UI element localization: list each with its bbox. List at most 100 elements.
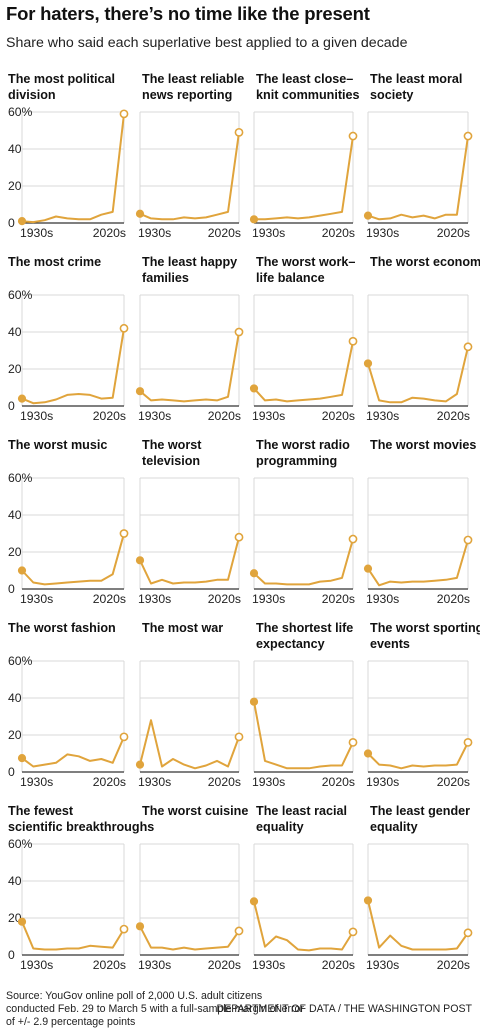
panel-3-point-first bbox=[249, 215, 259, 224]
panel-15-x-tick-last: 2020s bbox=[322, 775, 355, 789]
panel-6-point-first bbox=[135, 387, 145, 396]
panel-10-series-line bbox=[139, 536, 240, 585]
panel-12-point-first bbox=[363, 564, 373, 573]
panel-11-x-tick-first: 1930s bbox=[252, 592, 285, 606]
panel-8-point-last bbox=[463, 342, 473, 352]
panel-19-series-line bbox=[253, 901, 354, 952]
panel-2-title-line-1: The least reliable bbox=[142, 72, 244, 86]
panel-19-x-tick-last: 2020s bbox=[322, 958, 355, 972]
panel-17-y-tick-60: 60% bbox=[8, 837, 33, 851]
panel-4-point-last bbox=[463, 131, 473, 141]
panel-16-x-tick-last: 2020s bbox=[437, 775, 470, 789]
panel-12-title-line-1: The worst movies bbox=[370, 438, 476, 452]
panel-5-point-last bbox=[119, 323, 129, 333]
panel-11-title-line-2: programming bbox=[256, 454, 337, 468]
panel-10-title-line-2: television bbox=[142, 454, 200, 468]
panel-5-point-first bbox=[17, 394, 27, 403]
panel-4-x-tick-first: 1930s bbox=[366, 226, 399, 240]
panel-2-point-last bbox=[234, 127, 244, 137]
panel-12-x-tick-first: 1930s bbox=[366, 592, 399, 606]
panel-20-x-tick-last: 2020s bbox=[437, 958, 470, 972]
panel-1-y-tick-0: 0 bbox=[8, 216, 15, 230]
panel-5-title-line-1: The most crime bbox=[8, 255, 101, 269]
panel-9-series-line bbox=[21, 533, 125, 586]
panel-16-title-line-1: The worst sporting bbox=[370, 621, 480, 635]
panel-2-series-line bbox=[139, 132, 240, 221]
panel-12-series-line bbox=[367, 539, 469, 587]
panel-11-series-line bbox=[253, 538, 354, 586]
panel-3-x-tick-first: 1930s bbox=[252, 226, 285, 240]
panel-11-point-first bbox=[249, 569, 259, 578]
panel-1-y-tick-20: 20 bbox=[8, 179, 22, 193]
panel-14-point-last bbox=[234, 732, 244, 742]
panel-13-y-tick-60: 60% bbox=[8, 654, 33, 668]
panel-13-y-tick-0: 0 bbox=[8, 765, 15, 779]
panel-4-point-first bbox=[363, 211, 373, 220]
panel-1-series-line bbox=[21, 113, 125, 224]
panel-17-point-first bbox=[17, 917, 27, 926]
panel-10-point-first bbox=[135, 556, 145, 565]
panel-19-x-tick-first: 1930s bbox=[252, 958, 285, 972]
panel-8-title-line-1: The worst economy bbox=[370, 255, 480, 269]
panel-9-point-first bbox=[17, 566, 27, 575]
panel-5-x-tick-first: 1930s bbox=[20, 409, 53, 423]
panel-20-point-first bbox=[363, 896, 373, 905]
panel-3-title-line-2: knit communities bbox=[256, 88, 360, 102]
panel-18-point-last bbox=[234, 926, 244, 936]
panel-9-x-tick-first: 1930s bbox=[20, 592, 53, 606]
panel-5-y-tick-60: 60% bbox=[8, 288, 33, 302]
panel-20-point-last bbox=[463, 928, 473, 938]
panel-16-point-last bbox=[463, 738, 473, 747]
panel-17-x-tick-last: 2020s bbox=[93, 958, 126, 972]
panel-7-point-first bbox=[249, 384, 259, 393]
panel-2-title-line-2: news reporting bbox=[142, 88, 232, 102]
panel-9-point-last bbox=[119, 529, 129, 538]
panel-20-title-line-2: equality bbox=[370, 820, 418, 834]
panel-10-point-last bbox=[234, 532, 244, 542]
panel-17-x-tick-first: 1930s bbox=[20, 958, 53, 972]
panel-14-title-line-1: The most war bbox=[142, 621, 223, 635]
panel-18-title-line-1: The worst cuisine bbox=[142, 804, 248, 818]
panel-6-x-tick-last: 2020s bbox=[208, 409, 241, 423]
panel-15-title-line-1: The shortest life bbox=[256, 621, 353, 635]
panel-13-series-line bbox=[21, 736, 125, 768]
panel-4-title-line-2: society bbox=[370, 88, 413, 102]
panel-10-x-tick-first: 1930s bbox=[138, 592, 171, 606]
credit-line: DEPARTMENT OF DATA / THE WASHINGTON POST bbox=[216, 1003, 472, 1015]
panel-3-x-tick-last: 2020s bbox=[322, 226, 355, 240]
panel-17-y-tick-40: 40 bbox=[8, 874, 22, 888]
panel-15-point-last bbox=[348, 738, 358, 747]
panel-2-x-tick-first: 1930s bbox=[138, 226, 171, 240]
panel-15-point-first bbox=[249, 697, 259, 706]
panel-1-y-tick-60: 60% bbox=[8, 105, 33, 119]
page-subtitle: Share who said each superlative best app… bbox=[6, 35, 408, 51]
panel-16-title-line-2: events bbox=[370, 637, 410, 651]
panel-7-title-line-1: The worst work– bbox=[256, 255, 355, 269]
panel-19-point-last bbox=[348, 927, 358, 937]
panel-6-point-last bbox=[234, 327, 244, 337]
panel-5-y-tick-40: 40 bbox=[8, 325, 22, 339]
panel-14-x-tick-last: 2020s bbox=[208, 775, 241, 789]
panel-11-point-last bbox=[348, 534, 358, 544]
panel-4-series-line bbox=[367, 135, 469, 221]
panel-16-point-first bbox=[363, 749, 373, 758]
panel-1-y-tick-40: 40 bbox=[8, 142, 22, 156]
panel-20-series-line bbox=[367, 900, 469, 951]
panel-13-x-tick-first: 1930s bbox=[20, 775, 53, 789]
panel-13-x-tick-last: 2020s bbox=[93, 775, 126, 789]
panel-15-x-tick-first: 1930s bbox=[252, 775, 285, 789]
panel-1-x-tick-last: 2020s bbox=[93, 226, 126, 240]
panel-7-title-line-2: life balance bbox=[256, 271, 325, 285]
panel-6-x-tick-first: 1930s bbox=[138, 409, 171, 423]
panel-15-series-line bbox=[253, 701, 354, 770]
panel-18-x-tick-last: 2020s bbox=[208, 958, 241, 972]
panel-13-point-last bbox=[119, 732, 129, 742]
panel-1-point-last bbox=[119, 109, 129, 119]
panel-19-title-line-1: The least racial bbox=[256, 804, 347, 818]
panel-2-x-tick-last: 2020s bbox=[208, 226, 241, 240]
panel-13-point-first bbox=[17, 754, 27, 763]
panel-13-title-line-1: The worst fashion bbox=[8, 621, 116, 635]
panel-14-point-first bbox=[135, 760, 145, 769]
panel-19-title-line-2: equality bbox=[256, 820, 304, 834]
panel-6-title-line-2: families bbox=[142, 271, 189, 285]
